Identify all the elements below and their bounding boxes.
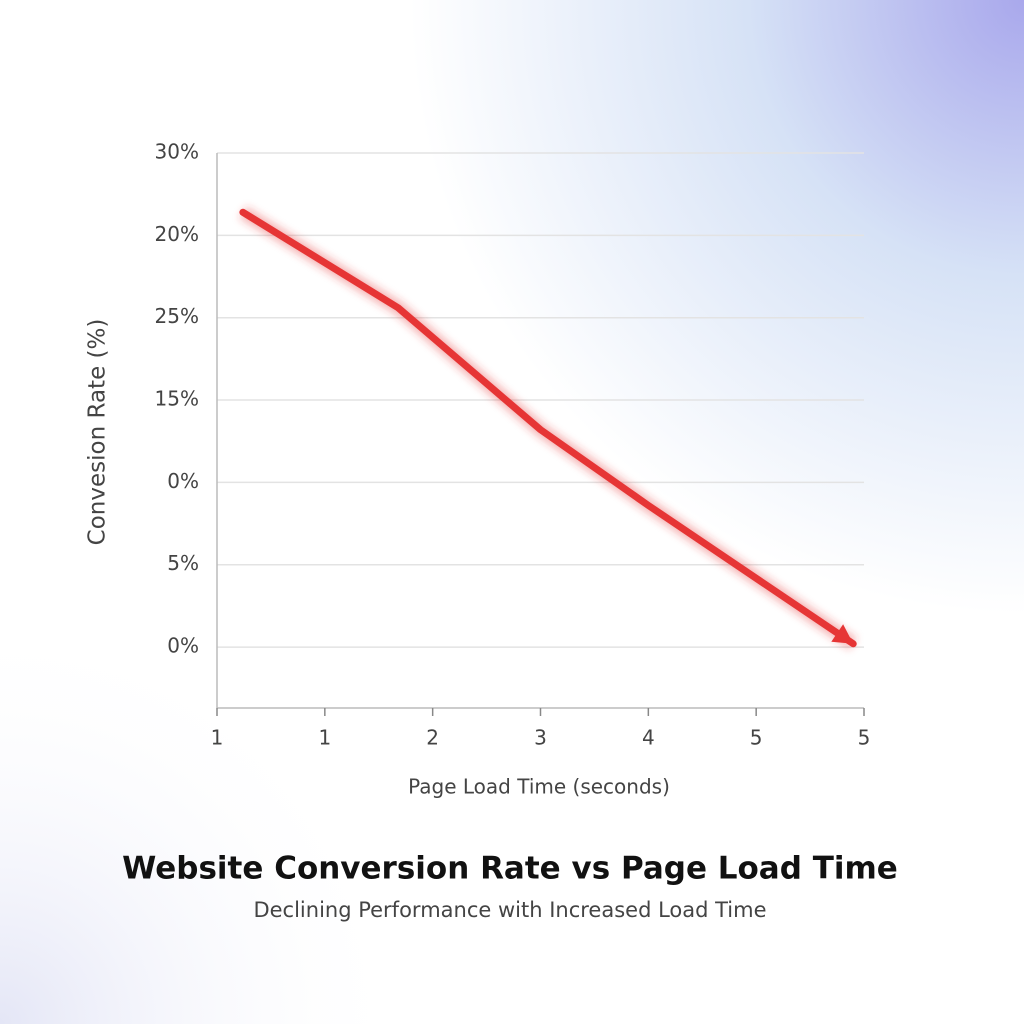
x-tick-label: 4 xyxy=(642,726,655,750)
y-tick-label: 20% xyxy=(155,222,199,246)
x-tick-label: 5 xyxy=(750,726,763,750)
x-tick-label: 1 xyxy=(318,726,331,750)
line xyxy=(239,208,857,648)
x-tick-label: 3 xyxy=(534,726,547,750)
y-tick-label: 30% xyxy=(155,140,199,164)
y-tick-label: 15% xyxy=(155,387,199,411)
chart-subtitle: Declining Performance with Increased Loa… xyxy=(253,898,766,922)
x-axis-label: Page Load Time (seconds) xyxy=(408,775,670,799)
chart-title: Website Conversion Rate vs Page Load Tim… xyxy=(122,851,898,887)
x-tick-label: 1 xyxy=(211,726,224,750)
y-tick-label: 0% xyxy=(167,634,199,658)
y-tick-label: 5% xyxy=(167,551,199,575)
y-tick-label: 0% xyxy=(167,469,199,493)
y-axis-label: Convesion Rate (%) xyxy=(85,319,111,546)
y-tick-label: 25% xyxy=(155,304,199,328)
x-tick-label: 2 xyxy=(426,726,439,750)
arrow-head xyxy=(831,624,854,644)
x-tick-label: 5 xyxy=(858,726,871,750)
